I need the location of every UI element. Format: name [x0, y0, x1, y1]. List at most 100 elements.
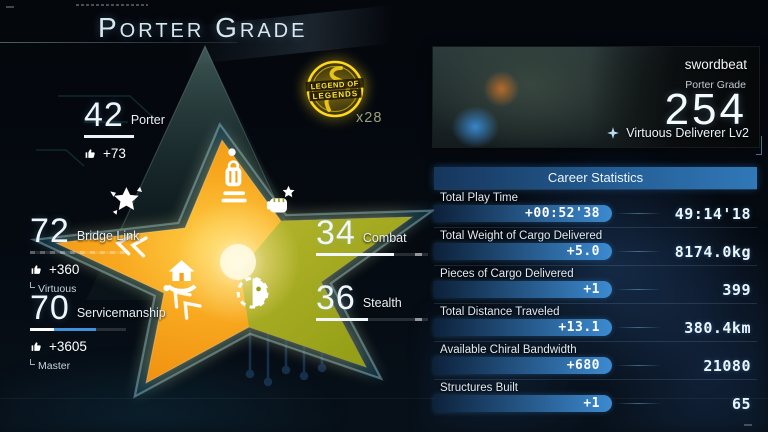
combat-label: Combat — [362, 231, 407, 245]
porter-value: 42 — [84, 96, 124, 134]
house-hand-icon — [163, 260, 197, 294]
bridge-link-value: 72 — [30, 212, 70, 250]
session-delta-value: +680 — [566, 358, 600, 373]
bridge-link-bar — [30, 251, 126, 254]
circuit-traces-left — [36, 95, 157, 167]
bridge-link-label: Bridge Link — [76, 229, 140, 243]
half-face-icon — [236, 276, 269, 309]
stealth-label: Stealth — [362, 296, 402, 310]
servicemanship-delta-value: +3605 — [49, 339, 87, 354]
corner-mark — [744, 424, 752, 426]
row-connector-line — [616, 365, 661, 366]
bridge-link-rank-label: Virtuous — [38, 283, 77, 295]
row-connector-line — [616, 289, 661, 290]
career-row: Total Play Time +00:52'38 49:14'18 — [434, 189, 757, 227]
rank-corner-mark — [30, 359, 35, 365]
porter-delta: +73 — [84, 146, 165, 161]
badge-line2: LEGENDS — [312, 89, 358, 101]
micro-text-decoration — [76, 4, 148, 6]
porter-delta-value: +73 — [103, 146, 126, 161]
corner-mark — [6, 6, 14, 8]
porter-grade-value: 254 — [664, 85, 747, 134]
bar-white-segment — [30, 328, 54, 331]
porter-grade-label: Porter Grade — [685, 79, 746, 91]
session-delta-pill: +5.0 — [434, 243, 612, 260]
session-delta-value: +1 — [583, 396, 600, 411]
bar-tick — [415, 253, 422, 256]
row-connector-line — [616, 403, 661, 404]
stat-servicemanship: 70 Servicemanship +3605 Master — [30, 289, 166, 372]
shattered-star-icon — [110, 186, 143, 215]
stealth-value: 36 — [316, 279, 356, 317]
bar-blue-segment — [54, 328, 96, 331]
career-row-values: +5.0 8174.0kg — [434, 243, 757, 261]
session-delta-value: +13.1 — [558, 320, 600, 335]
player-name: swordbeat — [684, 57, 747, 72]
session-delta-pill: +1 — [434, 395, 612, 412]
servicemanship-delta: +3605 — [30, 339, 166, 354]
session-delta-value: +1 — [583, 282, 600, 297]
career-total-value: 65 — [731, 395, 751, 413]
stat-combat: 34 Combat — [316, 216, 428, 256]
career-row: Pieces of Cargo Delivered +1 399 — [434, 265, 757, 303]
legend-of-legends-emblem: LEGEND OF LEGENDS — [305, 60, 364, 118]
thumbs-up-icon — [31, 342, 41, 351]
page-title: Porter Grade — [98, 12, 308, 43]
porter-bar — [84, 135, 134, 138]
player-card-info: swordbeat Porter Grade 254 Virtuous Deli… — [433, 47, 759, 147]
bridge-link-delta: +360 — [30, 262, 139, 277]
servicemanship-rank: Master — [30, 359, 166, 372]
fist-burst-icon — [266, 185, 295, 213]
rank-corner-mark — [30, 282, 35, 288]
career-row: Total Distance Traveled +13.1 380.4km — [434, 303, 757, 341]
career-statistics-panel: Career Statistics Total Play Time +00:52… — [434, 167, 757, 417]
career-total-value: 21080 — [703, 357, 751, 375]
session-delta-pill: +13.1 — [434, 319, 612, 336]
row-connector-line — [616, 213, 661, 214]
title-underline — [0, 42, 238, 43]
combat-bar — [316, 253, 428, 256]
career-row: Structures Built +1 65 — [434, 379, 757, 417]
sparkle-star-icon — [607, 127, 620, 139]
thumbs-up-icon — [85, 149, 95, 158]
stat-stealth: 36 Stealth — [316, 279, 428, 321]
career-total-value: 399 — [722, 281, 751, 299]
career-row-values: +13.1 380.4km — [434, 319, 757, 337]
circuit-traces — [245, 322, 327, 387]
career-statistics-header: Career Statistics — [434, 167, 757, 189]
servicemanship-label: Servicemanship — [76, 306, 166, 320]
row-connector-line — [616, 251, 661, 252]
career-total-value: 380.4km — [684, 319, 751, 337]
career-total-value: 8174.0kg — [674, 243, 751, 261]
session-delta-pill: +00:52'38 — [434, 205, 612, 222]
star-center-flare — [220, 244, 256, 280]
stat-bridge-link: 72 Bridge Link +360 Virtuous — [30, 212, 140, 295]
stat-porter: 42 Porter +73 — [84, 96, 165, 161]
deliverer-rank-label: Virtuous Deliverer Lv2 — [626, 126, 749, 140]
deliverer-rank: Virtuous Deliverer Lv2 — [606, 126, 749, 140]
bridge-link-rank: Virtuous — [30, 282, 139, 295]
bar-fill — [316, 318, 368, 321]
career-row-values: +00:52'38 49:14'18 — [434, 205, 757, 223]
career-row-label: Pieces of Cargo Delivered — [440, 268, 574, 280]
stealth-bar — [316, 318, 428, 321]
career-row: Total Weight of Cargo Delivered +5.0 817… — [434, 227, 757, 265]
servicemanship-bar — [30, 328, 126, 331]
career-row-label: Available Chiral Bandwidth — [440, 344, 577, 356]
servicemanship-value: 70 — [30, 289, 70, 327]
career-row: Available Chiral Bandwidth +680 21080 — [434, 341, 757, 379]
porter-label: Porter — [130, 113, 165, 127]
badge-count: x28 — [356, 110, 383, 126]
session-delta-pill: +1 — [434, 281, 612, 298]
session-delta-pill: +680 — [434, 357, 612, 374]
career-row-label: Total Distance Traveled — [440, 306, 560, 318]
player-card: swordbeat Porter Grade 254 Virtuous Deli… — [432, 46, 760, 148]
card-bracket-decoration — [756, 136, 762, 155]
session-delta-value: +5.0 — [566, 244, 600, 259]
badge-line1: LEGEND OF — [310, 79, 359, 91]
servicemanship-rank-label: Master — [38, 360, 71, 372]
bar-tick — [415, 318, 422, 321]
bar-fill — [316, 253, 394, 256]
career-row-values: +680 21080 — [434, 357, 757, 375]
